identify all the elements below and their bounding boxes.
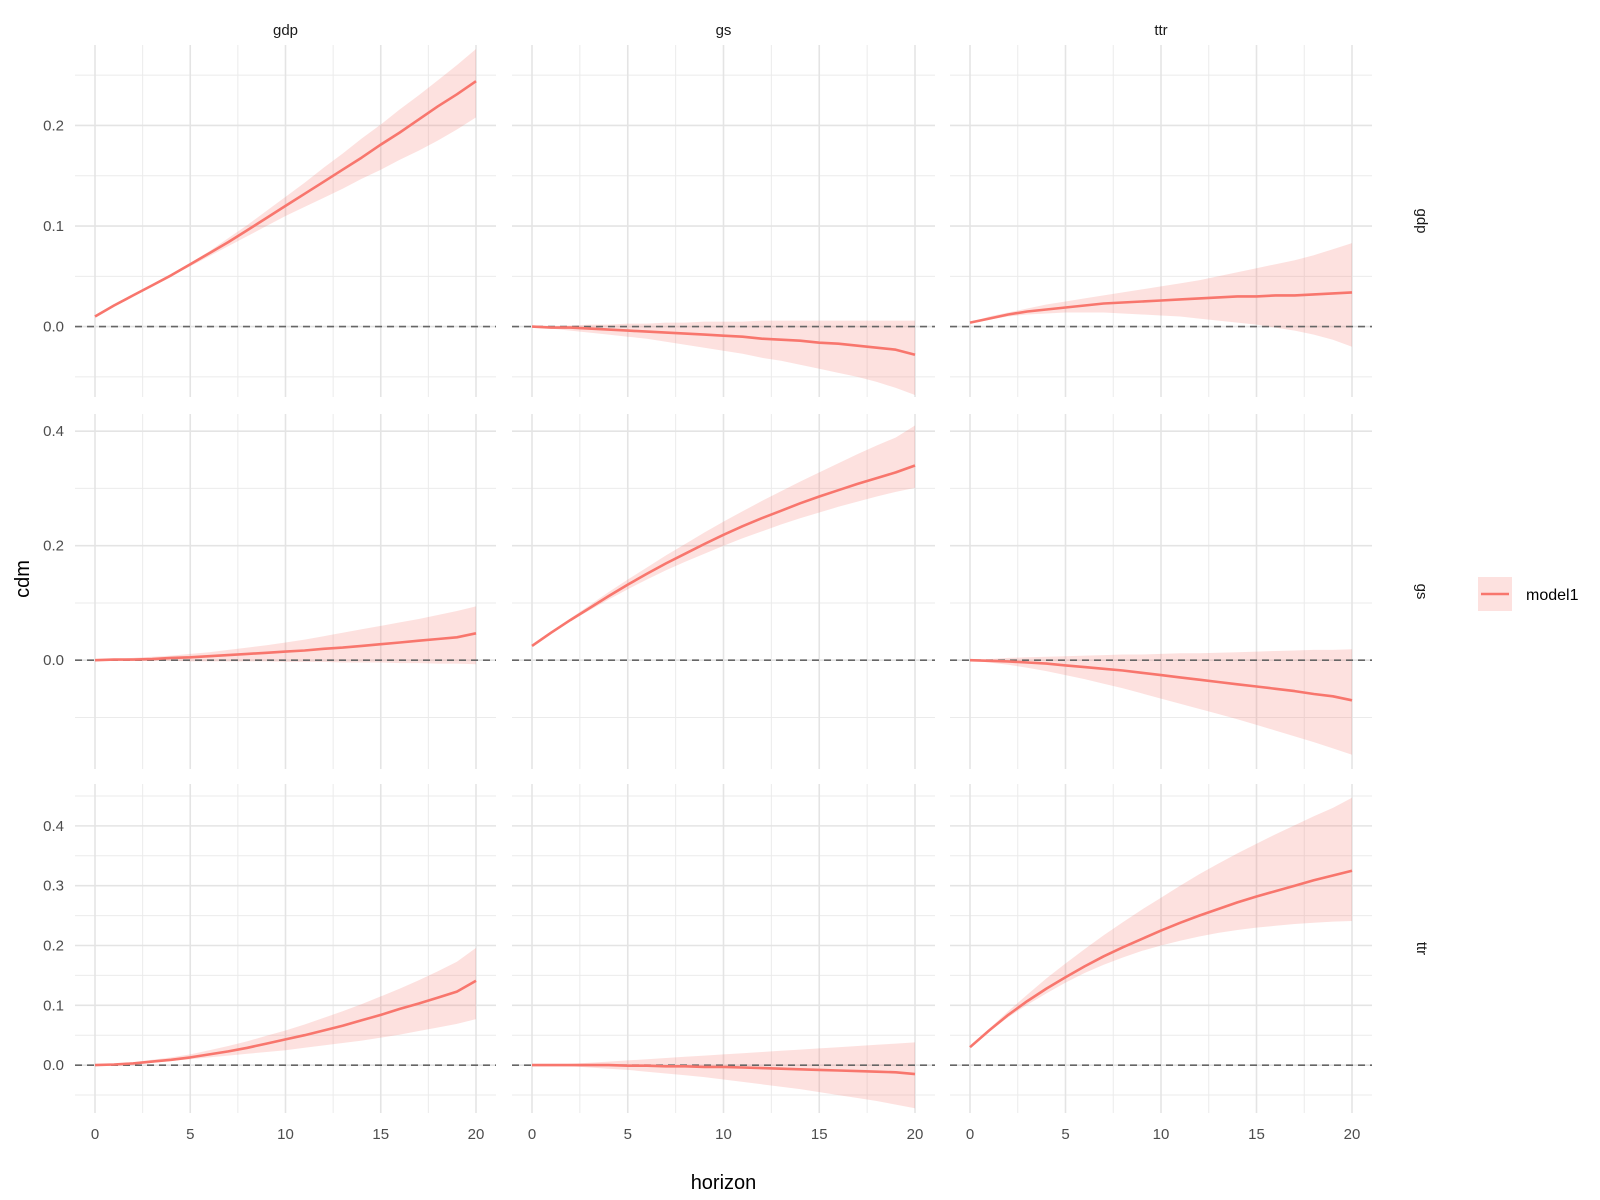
strip-label-row: ttr <box>1413 942 1430 955</box>
y-tick-label: 0.0 <box>43 652 64 669</box>
y-tick-label: 0.1 <box>43 997 64 1014</box>
x-tick-label: 0 <box>528 1126 536 1143</box>
legend: model1 <box>1478 577 1579 611</box>
confidence-band <box>970 797 1352 1048</box>
series-line-model1 <box>969 869 1353 1049</box>
x-tick-label: 10 <box>277 1126 294 1143</box>
x-tick-label: 0 <box>966 1126 974 1143</box>
series-line-model1 <box>531 464 916 647</box>
x-tick-label: 0 <box>91 1126 99 1143</box>
strip-label-column: gs <box>716 22 732 39</box>
y-tick-label: 0.4 <box>43 423 64 440</box>
strip-label-column: gdp <box>273 22 298 39</box>
confidence-band <box>532 1042 915 1109</box>
panel-gdp-gs <box>512 45 935 397</box>
panel-ttr-gdp <box>75 784 496 1113</box>
y-tick-label: 0.2 <box>43 117 64 134</box>
x-tick-label: 5 <box>624 1126 632 1143</box>
series-line-model1 <box>531 325 916 357</box>
confidence-band <box>532 320 915 395</box>
x-tick-label: 5 <box>186 1126 194 1143</box>
facet-strip-labels: gdp gs ttr gdp gs ttr <box>273 22 1430 955</box>
panel-gs-ttr <box>950 414 1372 769</box>
x-tick-label: 10 <box>1153 1126 1170 1143</box>
confidence-band <box>970 649 1352 755</box>
confidence-band <box>95 606 476 665</box>
panel-gs-gs <box>512 414 935 769</box>
panel-gs-gdp <box>75 414 496 769</box>
y-tick-label: 0.0 <box>43 1057 64 1074</box>
x-axis-title: horizon <box>691 1172 757 1194</box>
y-axis-title: cdm <box>12 560 34 598</box>
strip-label-column: ttr <box>1154 22 1167 39</box>
x-tick-label: 15 <box>811 1126 828 1143</box>
y-tick-label: 0.1 <box>43 218 64 235</box>
strip-label-row: gdp <box>1413 208 1430 233</box>
y-tick-label: 0.3 <box>43 878 64 895</box>
confidence-band <box>95 947 476 1066</box>
x-tick-label: 20 <box>907 1126 924 1143</box>
series-line-model1 <box>969 291 1353 324</box>
x-tick-label: 20 <box>468 1126 485 1143</box>
y-tick-label: 0.0 <box>43 319 64 336</box>
legend-label: model1 <box>1526 587 1579 604</box>
x-tick-label: 5 <box>1061 1126 1069 1143</box>
panel-gdp-gdp <box>75 45 496 397</box>
series-line-model1 <box>532 1063 916 1076</box>
series-line-model1 <box>94 80 477 318</box>
y-tick-label: 0.2 <box>43 938 64 955</box>
strip-label-row: gs <box>1413 584 1430 600</box>
confidence-band <box>970 243 1352 347</box>
series-line-model1 <box>94 632 477 662</box>
x-tick-label: 15 <box>372 1126 389 1143</box>
x-tick-label: 10 <box>715 1126 732 1143</box>
panel-ttr-ttr <box>950 784 1372 1113</box>
chart-panels: 0.0 0.1 0.2 0.0 0.2 0.4 0.0 0.1 0.2 0.3 0.4 0 5 10 15 2… <box>43 45 1372 1143</box>
x-tick-label: 20 <box>1344 1126 1361 1143</box>
y-tick-label: 0.4 <box>43 818 64 835</box>
series-line-model1 <box>969 658 1353 702</box>
panel-ttr-gs <box>512 784 935 1113</box>
y-tick-label: 0.2 <box>43 538 64 555</box>
x-tick-label: 15 <box>1248 1126 1265 1143</box>
series-line-model1 <box>94 979 477 1067</box>
panel-gdp-ttr <box>950 45 1372 397</box>
